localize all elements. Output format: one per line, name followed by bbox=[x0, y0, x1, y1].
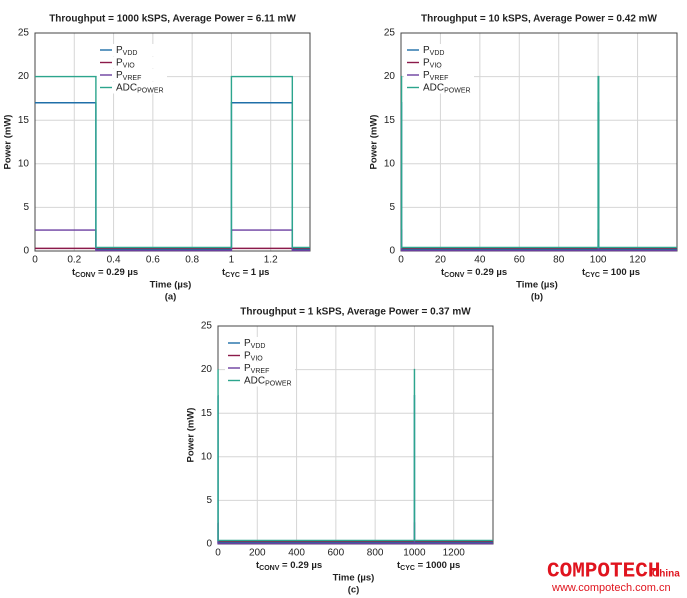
chart-title: Throughput = 1 kSPS, Average Power = 0.3… bbox=[240, 307, 471, 318]
legend-label: PVDD bbox=[423, 45, 444, 57]
annotation: tCONV = 0.29 µs bbox=[256, 560, 322, 572]
legend-label: PVREF bbox=[244, 363, 269, 375]
x-tick-label: 1000 bbox=[403, 548, 426, 559]
x-tick-label: 1 bbox=[229, 255, 235, 266]
x-tick-label: 100 bbox=[590, 255, 607, 266]
legend-label: PVDD bbox=[116, 45, 137, 57]
chart-title: Throughput = 10 kSPS, Average Power = 0.… bbox=[421, 14, 658, 25]
x-tick-label: 0 bbox=[215, 548, 221, 559]
y-tick-label: 10 bbox=[384, 158, 396, 169]
legend-label: PVREF bbox=[423, 70, 448, 82]
legend-bg bbox=[404, 69, 474, 81]
annotation: tCYC = 1000 µs bbox=[397, 560, 460, 572]
legend-bg bbox=[225, 337, 295, 349]
annotation: tCONV = 0.29 µs bbox=[441, 267, 507, 279]
x-tick-label: 800 bbox=[367, 548, 384, 559]
x-axis-label: Time (µs) bbox=[150, 280, 192, 291]
x-tick-label: 0 bbox=[32, 255, 38, 266]
legend-bg bbox=[97, 69, 167, 81]
annotation: tCYC = 1 µs bbox=[222, 267, 269, 279]
watermark-region: China bbox=[652, 569, 680, 580]
series-line bbox=[35, 102, 310, 250]
legend-bg bbox=[225, 362, 295, 374]
y-tick-label: 20 bbox=[18, 71, 30, 82]
y-tick-label: 0 bbox=[206, 539, 212, 550]
x-tick-label: 20 bbox=[435, 255, 447, 266]
legend-bg bbox=[404, 44, 474, 56]
legend-label: PVIO bbox=[423, 57, 442, 69]
legend-label: ADCPOWER bbox=[423, 82, 471, 94]
series-line bbox=[400, 102, 677, 250]
y-tick-label: 5 bbox=[206, 495, 212, 506]
annotation: tCONV = 0.29 µs bbox=[72, 267, 138, 279]
y-axis-label: Power (mW) bbox=[369, 115, 380, 170]
x-tick-label: 600 bbox=[328, 548, 345, 559]
annotation: tCYC = 100 µs bbox=[582, 267, 640, 279]
y-tick-label: 25 bbox=[18, 28, 30, 39]
x-tick-label: 40 bbox=[474, 255, 486, 266]
y-axis-label: Power (mW) bbox=[3, 115, 14, 170]
caption: (b) bbox=[531, 292, 543, 303]
series-line bbox=[35, 75, 310, 249]
y-tick-label: 5 bbox=[389, 202, 395, 213]
x-tick-label: 0.2 bbox=[67, 255, 81, 266]
legend-bg bbox=[97, 56, 167, 69]
legend-label: PVDD bbox=[244, 338, 265, 350]
series-line bbox=[217, 395, 493, 543]
x-tick-label: 0.8 bbox=[185, 255, 199, 266]
chart-title: Throughput = 1000 kSPS, Average Power = … bbox=[49, 14, 296, 25]
x-tick-label: 0.4 bbox=[107, 255, 121, 266]
y-tick-label: 25 bbox=[384, 28, 396, 39]
legend-bg bbox=[97, 44, 167, 56]
y-tick-label: 15 bbox=[18, 115, 30, 126]
x-tick-label: 80 bbox=[553, 255, 565, 266]
plot-frame bbox=[34, 32, 311, 252]
caption: (c) bbox=[348, 585, 360, 596]
legend-bg bbox=[225, 374, 295, 387]
x-tick-label: 200 bbox=[249, 548, 266, 559]
series-line bbox=[217, 368, 493, 542]
x-axis-label: Time (µs) bbox=[516, 280, 558, 291]
legend-bg bbox=[404, 81, 474, 94]
legend-bg bbox=[97, 81, 167, 94]
watermark-url: www.compotech.com.cn bbox=[551, 582, 671, 594]
y-tick-label: 10 bbox=[201, 451, 213, 462]
y-tick-label: 0 bbox=[389, 246, 395, 257]
caption: (a) bbox=[165, 292, 177, 303]
y-tick-label: 10 bbox=[18, 158, 30, 169]
legend-label: PVREF bbox=[116, 70, 141, 82]
y-axis-label: Power (mW) bbox=[186, 408, 197, 463]
x-tick-label: 60 bbox=[514, 255, 526, 266]
x-tick-label: 1200 bbox=[443, 548, 466, 559]
legend-bg bbox=[404, 56, 474, 69]
legend-label: ADCPOWER bbox=[116, 82, 164, 94]
series-line bbox=[400, 75, 677, 249]
x-tick-label: 1.2 bbox=[264, 255, 278, 266]
y-tick-label: 20 bbox=[384, 71, 396, 82]
y-tick-label: 25 bbox=[201, 321, 213, 332]
legend-label: ADCPOWER bbox=[244, 375, 292, 387]
x-tick-label: 120 bbox=[629, 255, 646, 266]
x-tick-label: 400 bbox=[288, 548, 305, 559]
legend-label: PVIO bbox=[244, 350, 263, 362]
x-tick-label: 0 bbox=[398, 255, 404, 266]
y-tick-label: 20 bbox=[201, 364, 213, 375]
y-tick-label: 5 bbox=[23, 202, 29, 213]
legend-label: PVIO bbox=[116, 57, 135, 69]
y-tick-label: 15 bbox=[384, 115, 396, 126]
legend-bg bbox=[225, 349, 295, 362]
watermark-brand: COMPOTECH bbox=[547, 561, 660, 584]
x-tick-label: 0.6 bbox=[146, 255, 160, 266]
y-tick-label: 15 bbox=[201, 408, 213, 419]
y-tick-label: 0 bbox=[23, 246, 29, 257]
x-axis-label: Time (µs) bbox=[333, 573, 375, 584]
